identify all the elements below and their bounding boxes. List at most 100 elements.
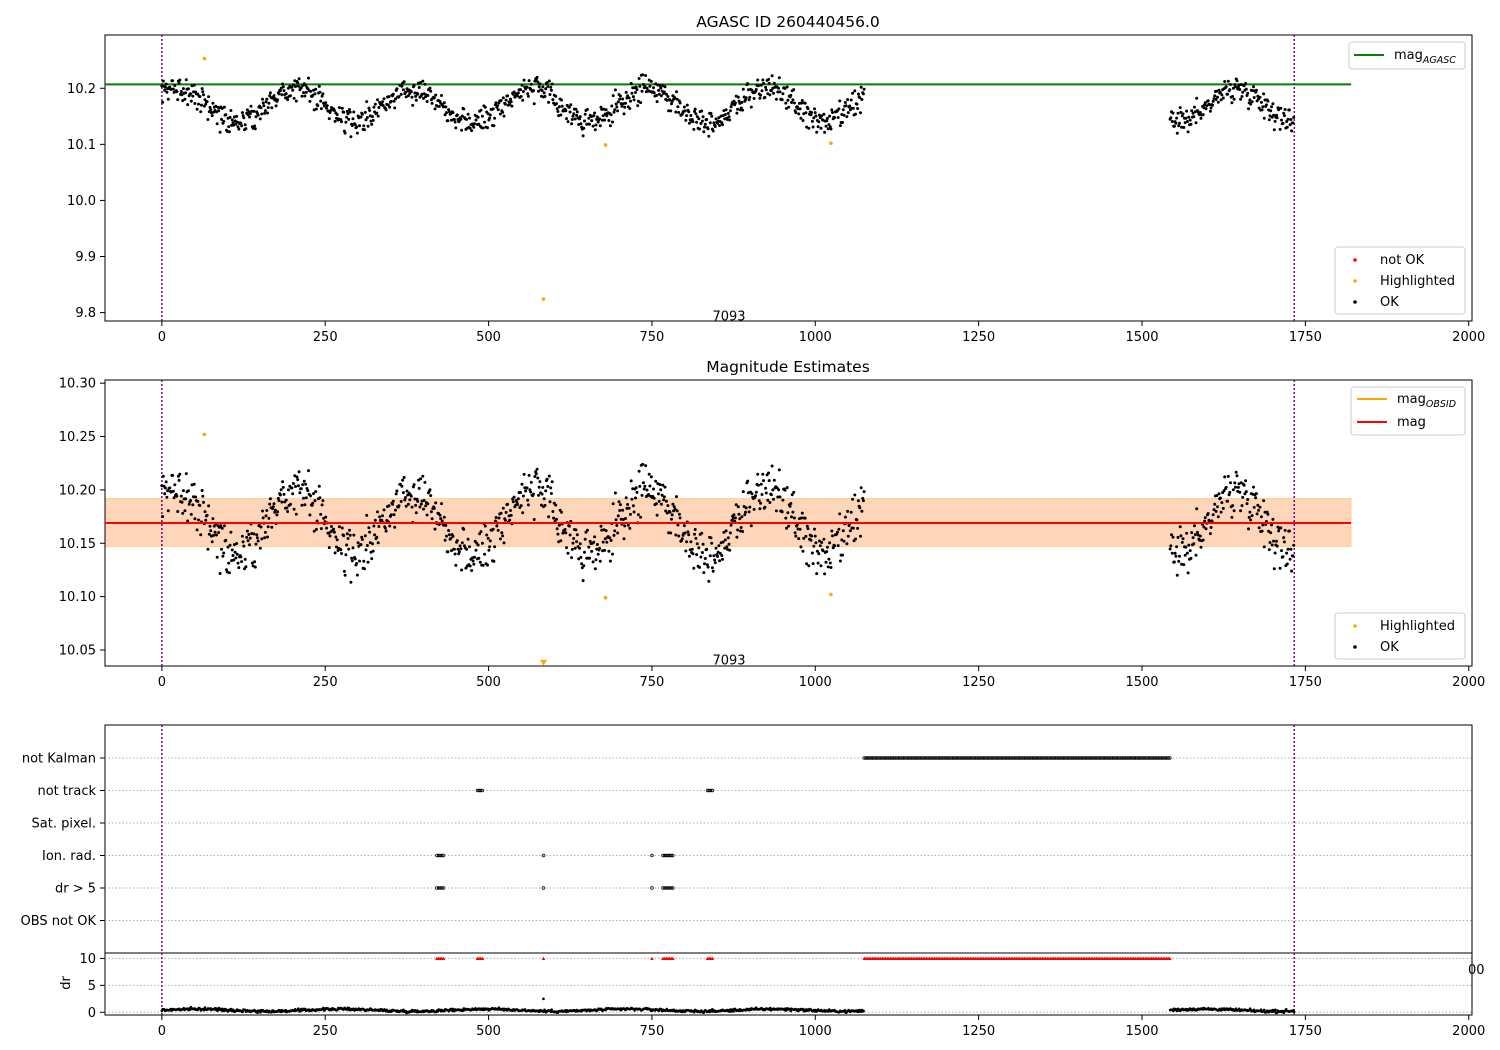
ok-point [346, 537, 350, 540]
ok-point [1222, 489, 1226, 493]
ok-point [738, 517, 742, 521]
ok-point [705, 563, 709, 567]
ok-point [798, 107, 802, 111]
ok-point [1191, 536, 1195, 540]
ok-point [579, 122, 583, 126]
flag-point [960, 756, 965, 760]
ok-point [723, 113, 727, 116]
ok-point [393, 106, 397, 110]
dr-point [732, 1010, 735, 1013]
ok-point [1182, 563, 1186, 567]
ok-point [841, 553, 844, 557]
ok-point [425, 100, 429, 103]
ok-point [713, 125, 717, 128]
ok-point [849, 98, 853, 102]
ok-point [430, 517, 434, 521]
ok-point [521, 494, 525, 498]
ok-point [652, 91, 656, 95]
ok-point [403, 498, 407, 502]
ok-point [402, 476, 406, 479]
ok-point [612, 110, 616, 114]
flag-point [1058, 756, 1063, 760]
flag-point [914, 756, 919, 760]
ok-point [595, 115, 599, 119]
flag-point [1096, 756, 1100, 760]
ok-point [593, 535, 597, 539]
ok-point [792, 516, 796, 520]
ok-point [856, 107, 860, 110]
ok-point [201, 494, 205, 498]
ok-point [762, 81, 765, 85]
ok-point [1185, 120, 1189, 123]
ok-point [510, 104, 514, 108]
ok-point [366, 124, 370, 128]
ok-point [532, 492, 535, 496]
ok-point [670, 517, 673, 521]
ok-point [1217, 88, 1221, 92]
ok-point [652, 487, 655, 491]
flag-point [936, 756, 940, 760]
ok-point [1254, 496, 1258, 500]
ok-point [1214, 98, 1218, 101]
ok-point [736, 528, 740, 532]
flag-point [1141, 756, 1146, 760]
ok-point [726, 111, 730, 115]
ok-point [648, 484, 652, 488]
flag-point [708, 788, 713, 793]
ok-point [702, 130, 706, 134]
ok-point [1213, 502, 1217, 506]
flag-point [436, 853, 441, 858]
ok-point [473, 122, 476, 126]
ok-point [246, 539, 250, 543]
ok-point [488, 116, 492, 120]
ok-point [828, 114, 832, 118]
ok-point [260, 537, 264, 541]
ok-point [687, 121, 691, 125]
ok-point [1255, 512, 1259, 516]
ok-point [628, 526, 632, 530]
ok-point [299, 86, 303, 90]
ok-point [521, 98, 525, 102]
flag-point [967, 756, 971, 760]
ok-point [565, 546, 568, 550]
ok-point [1241, 90, 1245, 94]
ok-point [1254, 492, 1258, 496]
ok-point [263, 109, 267, 113]
ok-point [235, 114, 239, 118]
ok-point [209, 529, 213, 533]
ok-point [1171, 111, 1175, 115]
ok-point [540, 89, 544, 92]
flag-point [922, 756, 927, 760]
ok-point [1286, 117, 1290, 121]
ok-point [767, 479, 771, 483]
ok-point [183, 509, 187, 513]
ok-point [601, 114, 605, 118]
ok-point [202, 500, 205, 504]
ok-point [264, 100, 268, 104]
ok-point [308, 99, 312, 103]
ok-point [560, 104, 564, 108]
ok-point [1267, 118, 1271, 122]
ok-point [381, 514, 384, 518]
flag-point [980, 756, 984, 760]
ok-point [205, 513, 209, 517]
ok-point [344, 553, 348, 557]
ok-point [616, 531, 620, 535]
ok-point [630, 91, 634, 95]
flag-point [877, 756, 881, 760]
ok-point [670, 513, 674, 517]
legend-label: magOBSID [1397, 392, 1456, 410]
ok-point [244, 127, 248, 131]
flag-point [908, 756, 912, 760]
ok-point [682, 105, 686, 109]
ok-point [488, 539, 492, 543]
ok-point [171, 489, 175, 493]
ok-point [532, 518, 536, 521]
ok-point [660, 493, 664, 497]
ok-point [790, 493, 794, 497]
ok-point [841, 108, 845, 112]
ok-point [1190, 109, 1194, 113]
ok-point [612, 533, 616, 537]
ok-point [276, 510, 280, 514]
ok-point [718, 551, 722, 555]
